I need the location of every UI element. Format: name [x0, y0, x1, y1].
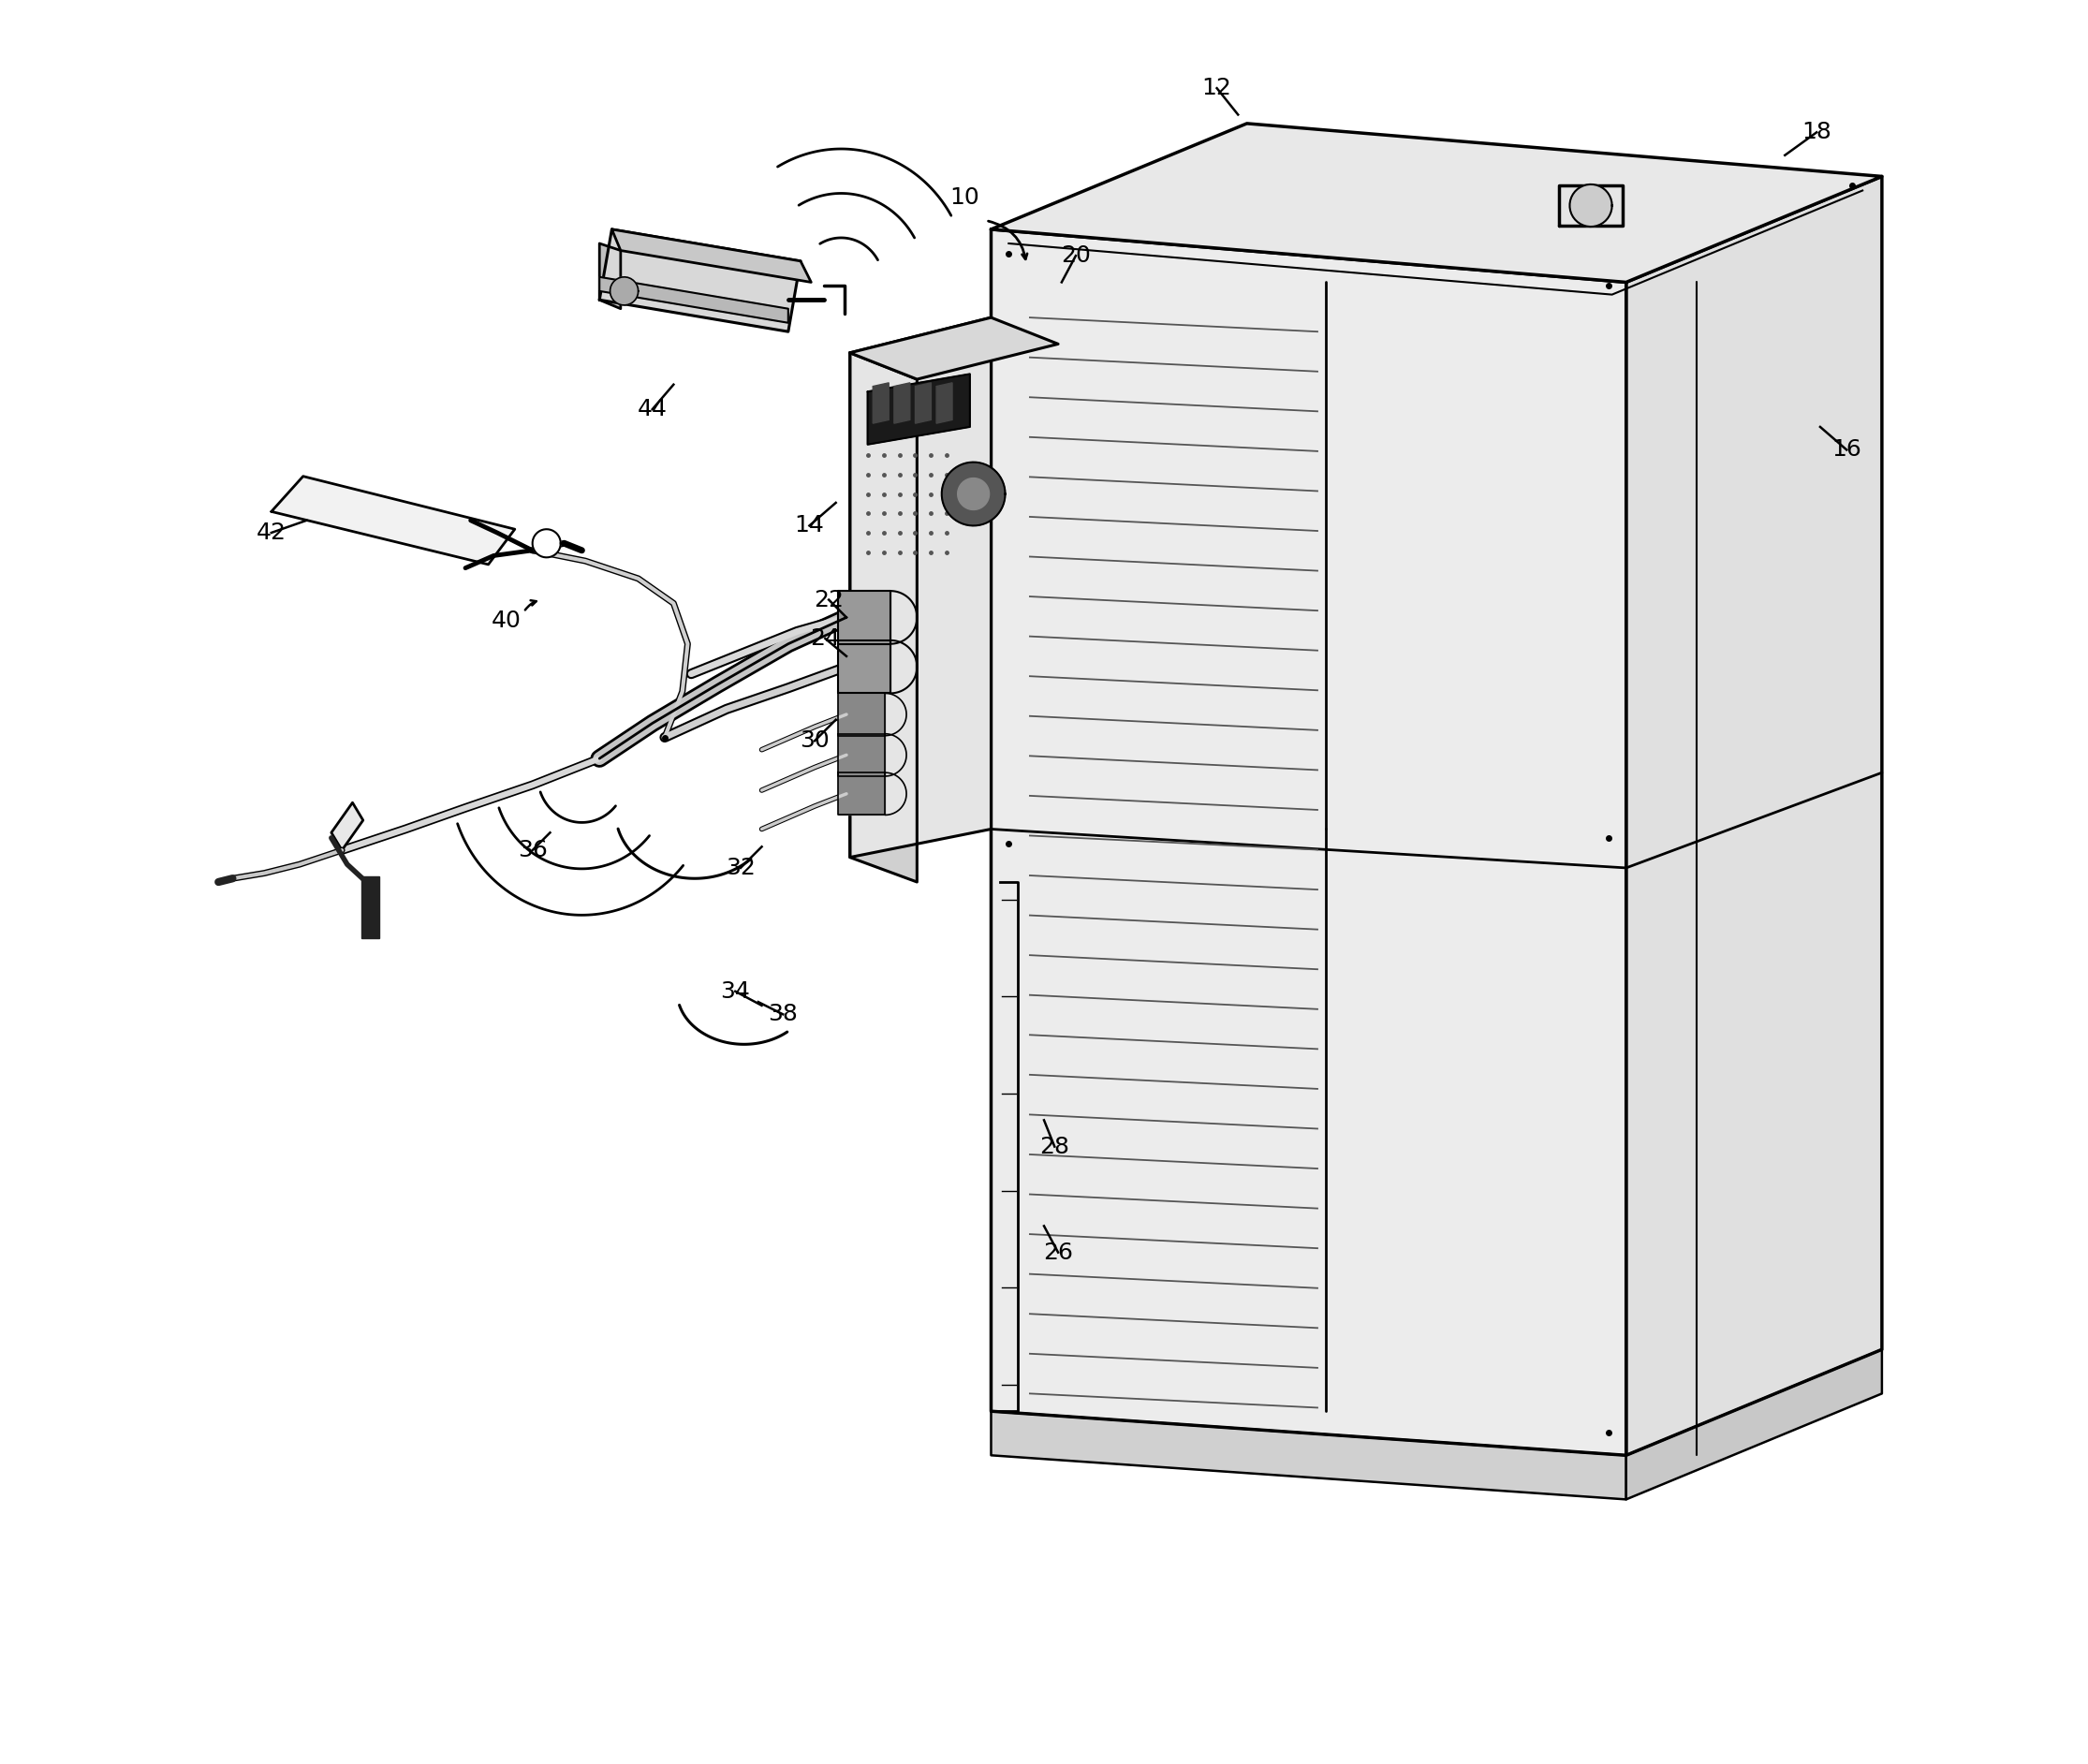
Polygon shape: [992, 123, 1881, 282]
Polygon shape: [837, 773, 885, 815]
Polygon shape: [958, 478, 990, 510]
Polygon shape: [894, 383, 910, 423]
Polygon shape: [532, 529, 562, 557]
Polygon shape: [850, 353, 917, 882]
Text: 20: 20: [1061, 245, 1090, 266]
Polygon shape: [837, 591, 889, 644]
Polygon shape: [915, 383, 931, 423]
Polygon shape: [1560, 185, 1622, 226]
Polygon shape: [361, 877, 378, 938]
Text: 40: 40: [491, 610, 520, 632]
Text: 36: 36: [518, 840, 547, 861]
Text: 30: 30: [800, 730, 829, 751]
Text: 18: 18: [1802, 122, 1831, 143]
Polygon shape: [837, 693, 885, 736]
Polygon shape: [1627, 176, 1881, 1455]
Polygon shape: [992, 1411, 1627, 1499]
Text: 12: 12: [1203, 78, 1232, 99]
Polygon shape: [935, 383, 952, 423]
Text: 24: 24: [810, 628, 839, 649]
Polygon shape: [599, 229, 800, 332]
Polygon shape: [271, 476, 516, 564]
Text: 34: 34: [720, 981, 750, 1002]
Polygon shape: [942, 462, 1004, 526]
Polygon shape: [599, 243, 620, 309]
Polygon shape: [610, 277, 639, 305]
Text: 32: 32: [727, 857, 756, 878]
Text: 42: 42: [257, 522, 286, 543]
Polygon shape: [850, 318, 1059, 379]
Polygon shape: [837, 734, 885, 776]
Text: 38: 38: [768, 1004, 798, 1025]
Text: 44: 44: [637, 399, 668, 420]
Polygon shape: [992, 229, 1627, 1455]
Polygon shape: [332, 803, 363, 850]
Polygon shape: [850, 318, 992, 857]
Polygon shape: [1627, 1349, 1881, 1499]
Polygon shape: [873, 383, 889, 423]
Text: 16: 16: [1831, 439, 1862, 460]
Text: 22: 22: [814, 589, 844, 610]
Polygon shape: [837, 640, 889, 693]
Polygon shape: [1570, 185, 1612, 226]
Text: 14: 14: [793, 515, 825, 536]
Text: 10: 10: [950, 187, 979, 208]
Polygon shape: [869, 374, 971, 445]
Text: 28: 28: [1040, 1136, 1069, 1157]
Text: 26: 26: [1044, 1242, 1073, 1263]
Polygon shape: [599, 277, 787, 323]
Polygon shape: [612, 229, 810, 282]
